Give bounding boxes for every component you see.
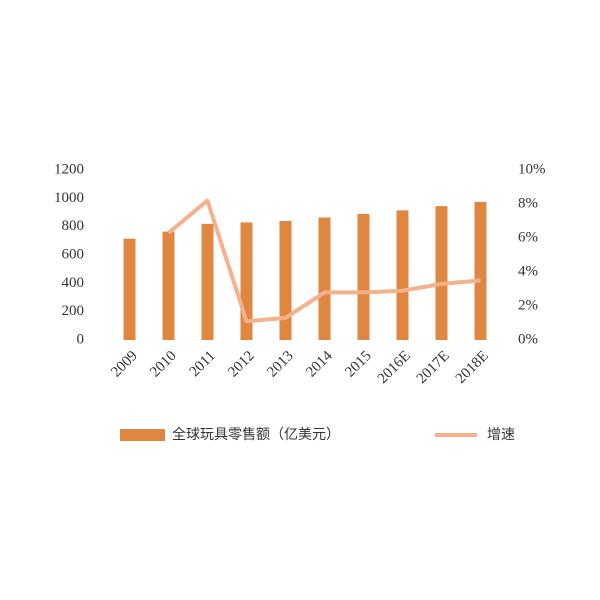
line [167,198,481,324]
bar [318,217,331,340]
y-tick-label: 200 [62,303,85,319]
bar [162,231,175,340]
y-tick-label: 1200 [54,161,84,177]
y2-tick-label: 10% [518,161,546,177]
y-tick-label: 0 [77,331,85,347]
x-tick-label: 2018E [453,348,492,387]
bar [279,221,292,340]
legend-swatch [120,429,165,441]
bar [474,201,487,340]
x-tick-label: 2010 [147,348,180,381]
legend-label: 全球玩具零售额（亿美元） [172,426,340,443]
y-tick-label: 1000 [54,190,84,206]
bar [123,238,136,340]
x-tick-label: 2017E [414,348,453,387]
y2-tick-label: 4% [518,263,538,279]
y2-tick-label: 0% [518,331,538,347]
y2-tick-label: 8% [518,195,538,211]
bar [357,213,370,340]
bar [201,223,214,340]
y-tick-label: 600 [62,246,85,262]
y2-tick-label: 6% [518,229,538,245]
y-tick-label: 400 [62,275,85,291]
legend-label: 增速 [487,427,515,443]
y2-tick-label: 2% [518,297,538,313]
x-tick-label: 2014 [303,348,336,381]
bar [435,206,448,340]
x-tick-label: 2012 [225,348,258,381]
bar [396,210,409,340]
x-tick-label: 2009 [108,348,141,381]
x-tick-label: 2011 [187,348,219,380]
x-tick-label: 2013 [264,348,297,381]
y-tick-label: 800 [62,218,85,234]
x-tick-label: 2015 [342,348,375,381]
x-tick-label: 2016E [375,348,414,387]
